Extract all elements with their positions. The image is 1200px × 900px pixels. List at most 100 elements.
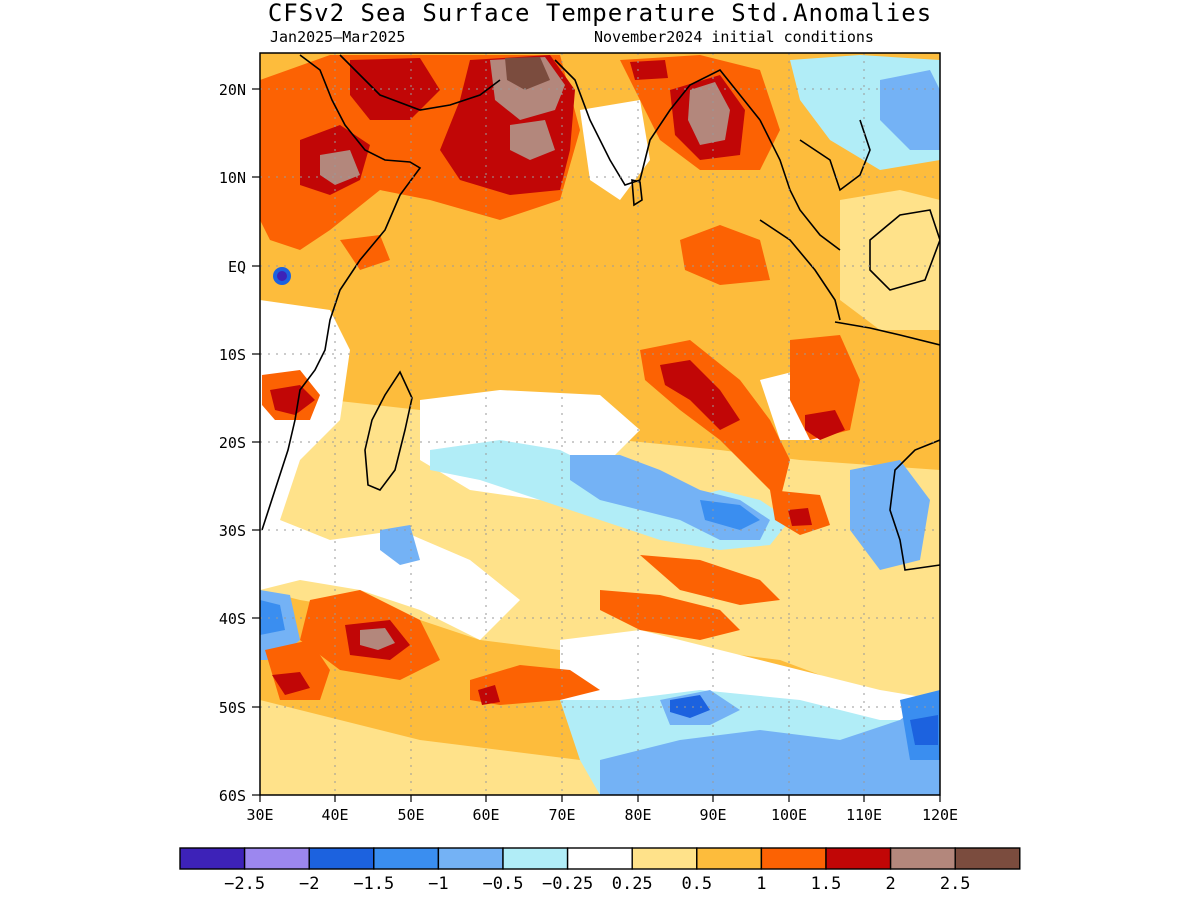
field-blue-south-1	[600, 690, 940, 795]
coast-arabia-africa	[261, 54, 422, 531]
colorbar-swatch	[696, 847, 763, 870]
colorbar: −2.5 −2 −1.5 −1 −0.5 −0.25 0.25 0.5 1 1.5 2 2.5	[179, 847, 1021, 894]
x-tick-label: 90E	[699, 806, 726, 824]
coast-java	[834, 321, 940, 346]
y-tick-label: EQ	[228, 258, 246, 276]
field-light-yellow-east	[840, 190, 940, 330]
colorbar-swatch	[825, 847, 892, 870]
field-deepblue-east	[910, 715, 938, 745]
field-orange-east-eq	[680, 225, 770, 285]
map-title: CFSv2 Sea Surface Temperature Std.Anomal…	[267, 0, 933, 27]
field-orange-south-3	[640, 555, 780, 605]
x-tick-label: 50E	[397, 806, 424, 824]
anomaly-field	[260, 53, 940, 795]
field-orange-south-2	[600, 590, 740, 640]
colorbar-swatch	[566, 847, 633, 870]
colorbar-swatch	[954, 847, 1021, 870]
colorbar-label: −0.25	[542, 874, 593, 894]
colorbar-label: 0.25	[612, 874, 653, 894]
y-tick-label: 30S	[219, 522, 246, 540]
initial-conditions: November2024 initial conditions	[594, 28, 874, 46]
x-tick-label: 80E	[624, 806, 651, 824]
field-red-east-south	[805, 410, 845, 440]
x-tick-label: 60E	[472, 806, 499, 824]
colorbar-swatch	[631, 847, 698, 870]
y-tick-label: 50S	[219, 699, 246, 717]
coast-sri-lanka	[631, 178, 643, 207]
colorbar-label: −2.5	[224, 874, 265, 894]
coast-sumatra	[759, 219, 841, 321]
grid-lines	[260, 53, 940, 795]
map-frame	[259, 52, 941, 796]
field-blue-scs	[880, 70, 940, 150]
y-axis	[252, 88, 260, 796]
colorbar-swatch	[889, 847, 956, 870]
coast-arabia-south	[339, 54, 501, 111]
colorbar-swatch	[308, 847, 375, 870]
colorbar-label: 1	[756, 874, 766, 894]
field-blue-southwest-2	[260, 600, 285, 635]
colorbar-swatch	[760, 847, 827, 870]
field-orange-east-south	[790, 335, 860, 440]
x-tick-label: 120E	[922, 806, 958, 824]
x-tick-label: 100E	[771, 806, 807, 824]
colorbar-swatch	[373, 847, 440, 870]
field-red-east-2	[788, 508, 812, 526]
coastlines	[261, 54, 940, 571]
y-tick-label: 40S	[219, 610, 246, 628]
field-blue-west-1	[380, 525, 420, 565]
field-brown-arabian-sea	[505, 57, 550, 90]
x-tick-label: 70E	[548, 806, 575, 824]
colorbar-label: 0.5	[681, 874, 712, 894]
colorbar-label: 2	[885, 874, 895, 894]
y-tick-label: 20N	[219, 81, 246, 99]
colorbar-label: −1	[428, 874, 448, 894]
field-red-sw-2	[272, 672, 310, 695]
y-tick-labels: 20N 10N EQ 10S 20S 30S 40S 50S 60S	[219, 81, 246, 805]
colorbar-label: −2	[299, 874, 319, 894]
x-tick-label: 110E	[846, 806, 882, 824]
field-taupe-west	[320, 150, 360, 185]
field-taupe-arabian-sea-2	[510, 120, 555, 160]
field-blue-central-2	[700, 500, 760, 530]
field-light-yellow-southern-band	[260, 700, 660, 795]
field-taupe-bay	[688, 82, 730, 145]
x-tick-label: 40E	[321, 806, 348, 824]
y-tick-label: 10N	[219, 169, 246, 187]
colorbar-label: 2.5	[940, 874, 971, 894]
field-red-south	[478, 685, 500, 705]
field-red-madagascar-w	[270, 385, 315, 415]
y-tick-label: 60S	[219, 787, 246, 805]
field-purple-spot	[277, 271, 287, 281]
colorbar-label: −1.5	[353, 874, 394, 894]
colorbar-label: −0.5	[483, 874, 524, 894]
field-deepblue-south	[670, 695, 710, 718]
field-taupe-sw	[360, 628, 395, 650]
colorbar-swatch	[243, 847, 310, 870]
coast-australia	[889, 439, 940, 571]
coast-indochina	[799, 119, 871, 192]
forecast-period: Jan2025–Mar2025	[270, 28, 406, 46]
coast-myanmar-malay	[759, 119, 841, 251]
x-tick-labels: 30E 40E 50E 60E 70E 80E 90E 100E 110E 12…	[246, 806, 958, 824]
colorbar-swatch	[502, 847, 569, 870]
field-blue-east-1	[850, 460, 930, 570]
coast-india	[554, 59, 761, 186]
colorbar-swatch	[179, 847, 246, 870]
x-tick-label: 30E	[246, 806, 273, 824]
field-orange-south-1	[470, 665, 600, 705]
coast-madagascar	[364, 370, 413, 491]
field-orange-sw-3	[340, 235, 390, 270]
field-white-arabian-sea	[580, 100, 650, 200]
coast-borneo	[869, 209, 940, 291]
field-white-southwest	[260, 300, 520, 640]
y-tick-label: 20S	[219, 434, 246, 452]
x-axis	[259, 795, 941, 802]
field-red-central-south	[660, 360, 740, 430]
colorbar-label: 1.5	[811, 874, 842, 894]
field-red-bay-small	[630, 60, 668, 80]
y-tick-label: 10S	[219, 346, 246, 364]
field-red-arabian-sea-3	[350, 58, 440, 120]
colorbar-swatch	[437, 847, 504, 870]
